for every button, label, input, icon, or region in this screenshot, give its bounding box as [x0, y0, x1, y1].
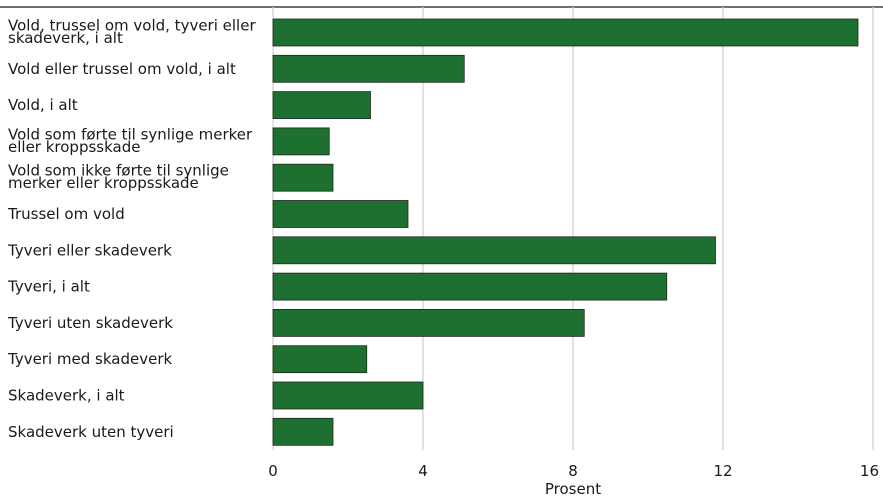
category-label: Skadeverk, i alt: [8, 387, 125, 405]
bars: [272, 18, 859, 446]
bar: [272, 200, 409, 228]
category-label: Vold, trussel om vold, tyveri eller skade…: [8, 17, 256, 48]
category-label: Tyveri eller skadeverk: [7, 241, 172, 259]
x-tick-label: 4: [418, 462, 428, 480]
x-tick-label: 12: [713, 462, 732, 480]
category-label: Skadeverk uten tyveri: [8, 423, 174, 441]
x-tick-label: 8: [568, 462, 578, 480]
category-label: Tyveri, i alt: [7, 278, 90, 296]
x-tick-labels: 0 4 8 12 16: [268, 462, 879, 480]
bar: [272, 308, 585, 337]
x-axis-title: Prosent: [545, 480, 601, 498]
bar: [272, 91, 371, 119]
bar: [272, 272, 668, 301]
category-label: Vold som ikke førte til synlige merker el…: [8, 162, 229, 193]
bar: [272, 417, 334, 446]
category-label: Vold, i alt: [8, 96, 78, 114]
category-label: Trussel om vold: [7, 205, 125, 223]
bar: [272, 127, 330, 156]
category-label: Tyveri uten skadeverk: [7, 314, 173, 332]
x-tick-label: 16: [860, 462, 879, 480]
category-labels: Vold, trussel om vold, tyveri eller skade…: [7, 17, 256, 441]
bar: [272, 381, 424, 410]
bar: [272, 163, 334, 192]
bar: [272, 236, 716, 265]
category-label: Vold eller trussel om vold, i alt: [8, 60, 236, 78]
bar: [272, 54, 465, 83]
bar: [272, 18, 859, 47]
x-tick-label: 0: [268, 462, 278, 480]
category-label: Tyveri med skadeverk: [7, 350, 172, 368]
bar: [272, 345, 368, 374]
category-label: Vold som førte til synlige merker eller k…: [8, 125, 253, 156]
